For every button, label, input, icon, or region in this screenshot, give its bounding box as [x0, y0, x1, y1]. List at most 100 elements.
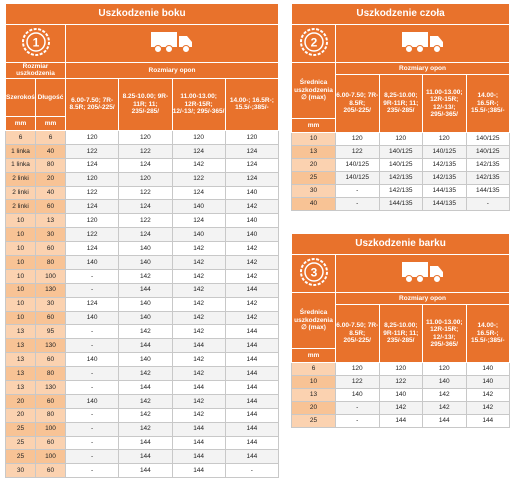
cell: 142: [224, 296, 280, 312]
data-row: 25 140/125 142/135 142/135 142/135: [291, 171, 511, 185]
cell: 124: [171, 213, 226, 229]
cell: 122: [378, 375, 423, 389]
cell: 122: [118, 213, 173, 229]
row-key: 80: [35, 366, 66, 381]
cell: 142/135: [465, 171, 511, 185]
unit-row: mm: [291, 348, 510, 363]
data-row: 1 linka 80 124 124 142 124: [5, 157, 280, 173]
cell: 122: [335, 375, 380, 389]
cell: 142: [171, 296, 226, 312]
cell: 144: [224, 393, 280, 409]
cell: 140/125: [378, 158, 423, 172]
cell: 142: [224, 241, 280, 256]
cell: 120: [64, 171, 120, 187]
cell: 140/125: [465, 145, 511, 159]
cell: 144/135: [465, 184, 511, 198]
cell: -: [64, 324, 120, 340]
data-row: 30 60-144 144-: [5, 463, 280, 478]
cell: 142: [118, 393, 173, 409]
data-row: 13 130-144 144 144: [5, 338, 280, 354]
data-table: Uszkodzenie czoła 2 Średnica uszkodzenia ∅…: [290, 3, 511, 211]
damage-label: Rozmiar uszkodzenia: [5, 62, 66, 79]
cell: 144: [171, 435, 226, 451]
tire-badge: 3: [299, 258, 328, 287]
cell: 144/135: [422, 197, 467, 211]
cell: 142: [224, 199, 280, 215]
data-row: 13 60 140 140 142 144: [5, 352, 280, 368]
cell: 144: [224, 435, 280, 451]
table-title: Uszkodzenie boku: [4, 3, 280, 25]
row-key: 2 linki: [5, 199, 36, 215]
cell: 142: [118, 421, 173, 437]
cell: 120: [335, 132, 380, 146]
row-key: 10: [5, 296, 36, 312]
data-row: 40-144/135 144/135-: [291, 197, 511, 211]
cell: -: [64, 338, 120, 354]
badge-cell: 3: [291, 254, 336, 293]
sizes-label: Rozmiary opon: [334, 62, 511, 75]
unit-row: mm mm: [5, 115, 279, 131]
cell: 144: [422, 414, 467, 428]
row-key: 60: [35, 435, 66, 451]
data-table: Uszkodzenie boku 1 Rozmiar uszkodzenia Rozm…: [4, 3, 280, 478]
data-row: 10 120 120 120 140/125: [291, 132, 511, 146]
cell: 140: [378, 388, 423, 402]
cell: 144: [224, 366, 280, 381]
data-table: Uszkodzenie barku 3 Średnica uszkodzenia ∅…: [290, 233, 511, 428]
cell: 120: [64, 129, 120, 145]
badge-cell: 2: [291, 24, 336, 63]
row-key: 1 linka: [5, 143, 36, 159]
column-header: 8,25-10.00; 9R-11R; 11; 235/-285/: [378, 304, 423, 363]
cell: 144: [224, 449, 280, 465]
row-key: 10: [5, 254, 36, 270]
table-title: Uszkodzenie barku: [290, 233, 511, 255]
cell: -: [335, 197, 380, 211]
table-title: Uszkodzenie czoła: [290, 3, 511, 25]
cell: 124: [171, 143, 226, 159]
truck-cell: [334, 24, 511, 63]
truck-icon: [401, 32, 443, 54]
row-key: 20: [35, 171, 66, 187]
row-key: 20: [291, 401, 336, 415]
cell: 142: [118, 324, 173, 340]
cell: 140: [118, 296, 173, 312]
cell: 144: [118, 282, 173, 298]
row-key: 13: [5, 324, 36, 340]
cell: 142: [118, 407, 173, 423]
cell: 124: [118, 227, 173, 243]
row-key: 100: [35, 421, 66, 437]
truck-cell: [334, 254, 511, 293]
cell: 140: [64, 254, 120, 270]
data-row: 10 60 140 140 142 142: [5, 310, 280, 326]
icon-row: 3: [291, 254, 511, 293]
cell: 140: [335, 388, 380, 402]
cell: 124: [118, 199, 173, 215]
cell: 140: [118, 310, 173, 326]
cell: 140: [171, 227, 226, 243]
data-row: 6 120 120 120 140: [291, 362, 511, 376]
row-key: 6: [5, 129, 36, 145]
row-key: 10: [291, 132, 336, 146]
row-key: 80: [35, 407, 66, 423]
cell: 142/135: [422, 158, 467, 172]
data-row: 10 13 120 122 124 140: [5, 213, 280, 229]
cell: 124: [64, 199, 120, 215]
cell: -: [335, 184, 380, 198]
data-row: 1 linka 40 122 122 124 124: [5, 143, 280, 159]
row-key: 20: [5, 393, 36, 409]
cell: 142/135: [465, 158, 511, 172]
cell: 142: [422, 401, 467, 415]
cell: -: [64, 435, 120, 451]
data-row: 2 linki 20 120 120 122 124: [5, 171, 280, 187]
left-header: Długość: [35, 77, 66, 117]
cell: 144: [224, 421, 280, 437]
cell: 144: [171, 463, 226, 478]
left-header: Szerokość: [5, 77, 36, 117]
row-key: 30: [35, 227, 66, 243]
cell: 140/125: [335, 158, 380, 172]
cell: 120: [224, 129, 280, 145]
cell: 140: [465, 362, 511, 376]
cell: 124: [118, 157, 173, 173]
unit: mm: [291, 118, 336, 133]
unit: mm: [291, 348, 336, 363]
